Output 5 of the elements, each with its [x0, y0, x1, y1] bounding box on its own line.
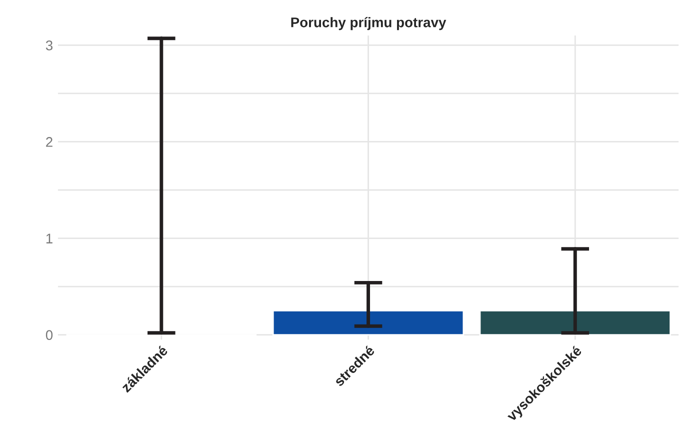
chart-title: Poruchy príjmu potravy — [291, 17, 446, 30]
y-tick-label: 1 — [46, 234, 52, 244]
y-tick-label: 0 — [46, 330, 53, 340]
y-tick-label: 3 — [46, 40, 52, 50]
y-tick-label: 2 — [46, 137, 52, 147]
